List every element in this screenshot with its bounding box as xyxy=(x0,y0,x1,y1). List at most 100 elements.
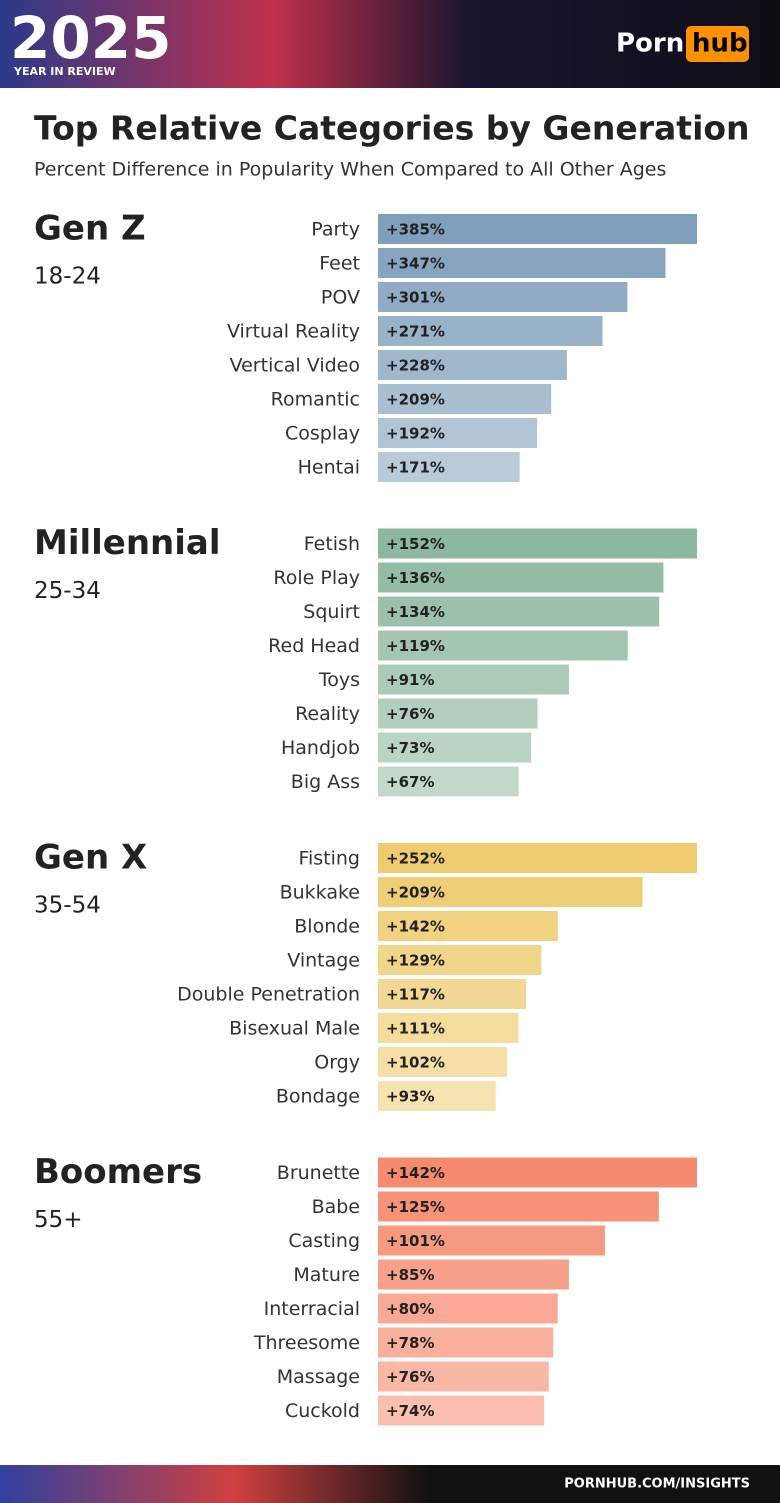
bar xyxy=(378,1047,508,1077)
bar xyxy=(378,945,542,975)
value-label: +142% xyxy=(386,1164,445,1182)
bar xyxy=(378,350,567,380)
category-label: POV xyxy=(321,287,360,309)
category-label: Casting xyxy=(288,1230,360,1252)
category-label: Bisexual Male xyxy=(229,1018,360,1040)
category-label: Threesome xyxy=(253,1332,360,1354)
bar xyxy=(378,766,519,797)
value-label: +125% xyxy=(386,1198,445,1216)
footer: PORNHUB.COM/INSIGHTS xyxy=(564,1477,750,1492)
value-label: +347% xyxy=(386,255,445,273)
value-label: +91% xyxy=(386,671,434,689)
logo-right: hub xyxy=(692,29,748,59)
bar xyxy=(378,316,603,346)
bar xyxy=(378,877,643,907)
value-label: +67% xyxy=(386,773,434,791)
category-label: Virtual Reality xyxy=(227,321,360,343)
category-label: Reality xyxy=(295,703,360,725)
category-label: Vintage xyxy=(287,950,360,972)
value-label: +78% xyxy=(386,1334,434,1352)
value-label: +80% xyxy=(386,1300,434,1318)
group-subtitle: 25-34 xyxy=(34,578,101,604)
title: Top Relative Categories by Generation xyxy=(34,109,750,148)
category-label: Massage xyxy=(277,1366,360,1388)
category-label: Bukkake xyxy=(280,882,360,904)
bar xyxy=(378,843,697,873)
group-title: Millennial xyxy=(34,523,221,563)
category-label: Squirt xyxy=(303,601,360,623)
category-label: Romantic xyxy=(271,389,360,411)
value-label: +76% xyxy=(386,705,434,723)
value-label: +134% xyxy=(386,603,445,621)
footer-band xyxy=(0,1465,780,1503)
group-title: Gen X xyxy=(34,838,147,878)
category-label: Hentai xyxy=(298,457,360,479)
bar xyxy=(378,664,569,695)
category-label: Cosplay xyxy=(285,423,360,445)
bar xyxy=(378,698,538,729)
category-label: Blonde xyxy=(294,916,360,938)
value-label: +209% xyxy=(386,391,445,409)
category-label: Big Ass xyxy=(291,771,360,793)
value-label: +192% xyxy=(386,425,445,443)
bar xyxy=(378,596,660,627)
category-label: Cuckold xyxy=(285,1400,360,1422)
value-label: +136% xyxy=(386,569,445,587)
category-label: Fisting xyxy=(298,848,360,870)
bar xyxy=(378,1191,659,1222)
category-label: Brunette xyxy=(277,1162,360,1184)
bar xyxy=(378,1259,569,1290)
category-label: Babe xyxy=(312,1196,360,1218)
value-label: +171% xyxy=(386,459,445,477)
group-subtitle: 18-24 xyxy=(34,264,101,290)
bar xyxy=(378,1293,558,1324)
bar xyxy=(378,979,527,1009)
bar xyxy=(378,1327,554,1358)
value-label: +271% xyxy=(386,323,445,341)
value-label: +73% xyxy=(386,739,434,757)
value-label: +209% xyxy=(386,884,445,902)
bar xyxy=(378,911,558,941)
category-label: Interracial xyxy=(264,1298,360,1320)
bar xyxy=(378,452,520,482)
subtitle: Percent Difference in Popularity When Co… xyxy=(34,159,666,181)
value-label: +129% xyxy=(386,952,445,970)
value-label: +228% xyxy=(386,357,445,375)
value-label: +101% xyxy=(386,1232,445,1250)
bar xyxy=(378,528,697,559)
category-label: Toys xyxy=(318,669,360,691)
value-label: +76% xyxy=(386,1368,434,1386)
group-subtitle: 55+ xyxy=(34,1207,83,1233)
header-band xyxy=(0,0,780,88)
bar xyxy=(378,1081,496,1111)
category-label: Party xyxy=(311,219,360,241)
category-label: Mature xyxy=(293,1264,360,1286)
bar xyxy=(378,282,628,312)
bar xyxy=(378,1225,605,1256)
bar xyxy=(378,1157,697,1188)
header-year: 2025 xyxy=(10,4,171,72)
value-label: +301% xyxy=(386,289,445,307)
category-label: Orgy xyxy=(314,1052,360,1074)
value-label: +119% xyxy=(386,637,445,655)
value-label: +117% xyxy=(386,986,445,1004)
category-label: Red Head xyxy=(268,635,360,657)
group-title: Boomers xyxy=(34,1152,202,1192)
logo-left: Porn xyxy=(616,29,684,59)
category-label: Fetish xyxy=(304,533,360,555)
logo-box xyxy=(686,26,749,62)
bar xyxy=(378,562,664,593)
value-label: +385% xyxy=(386,221,445,239)
bar xyxy=(378,1395,545,1426)
bar xyxy=(378,630,628,661)
bar xyxy=(378,384,552,414)
category-label: Role Play xyxy=(273,567,360,589)
value-label: +74% xyxy=(386,1402,434,1420)
value-label: +152% xyxy=(386,535,445,553)
value-label: +252% xyxy=(386,850,445,868)
group-subtitle: 35-54 xyxy=(34,893,101,919)
value-label: +111% xyxy=(386,1020,445,1038)
bar xyxy=(378,418,538,448)
header-tagline: YEAR IN REVIEW xyxy=(13,65,116,78)
